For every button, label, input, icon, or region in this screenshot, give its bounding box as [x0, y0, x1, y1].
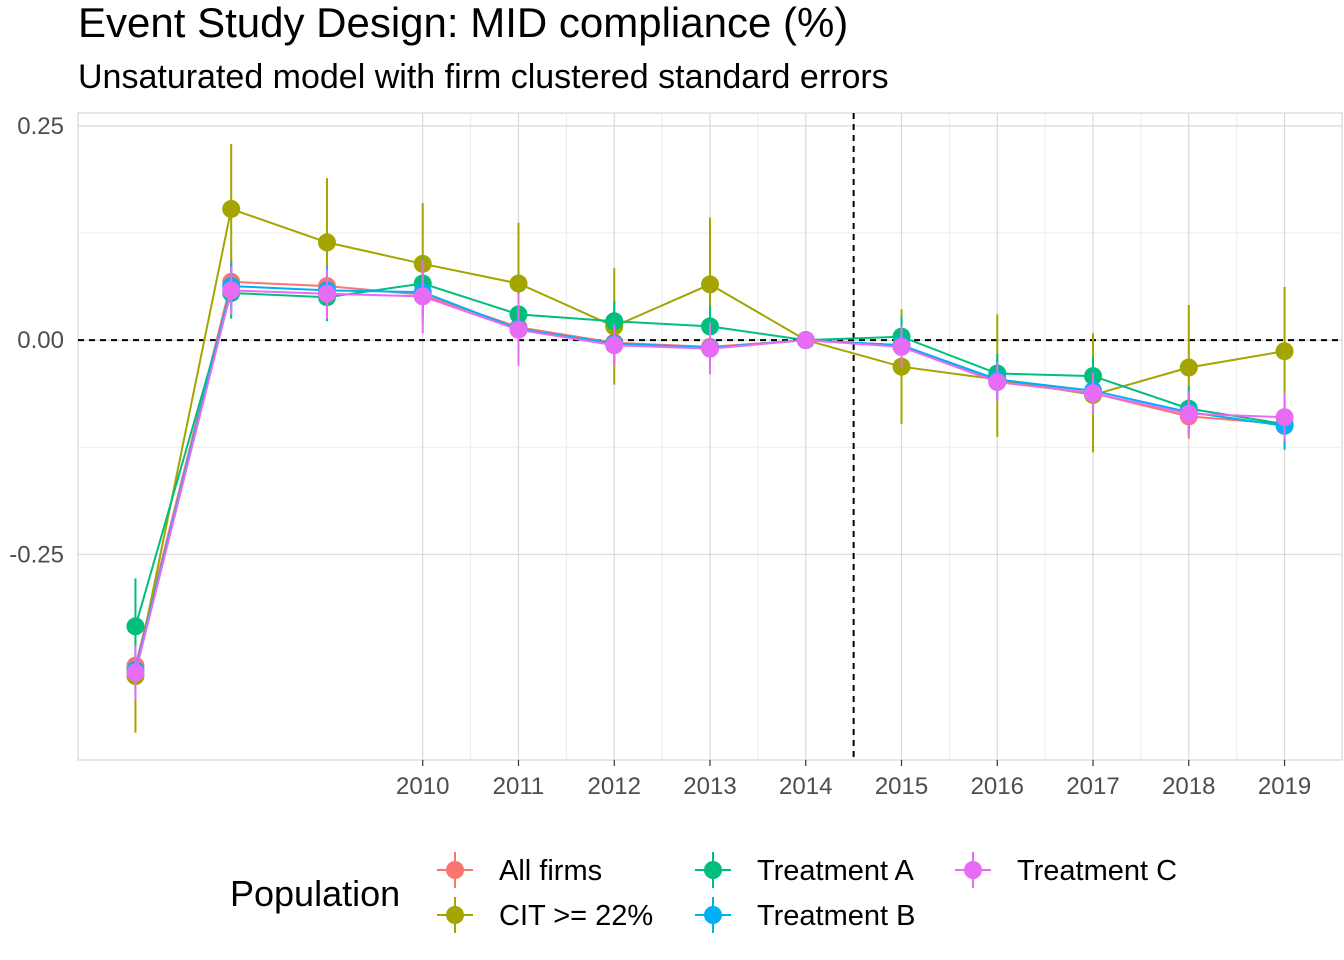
legend-key	[695, 852, 731, 888]
data-point	[892, 337, 911, 356]
chart-title: Event Study Design: MID compliance (%)	[78, 0, 849, 46]
data-point	[317, 284, 336, 303]
legend-title: Population	[230, 873, 400, 914]
data-point	[796, 331, 815, 350]
data-point	[1275, 342, 1294, 361]
x-tick-label: 2016	[971, 773, 1024, 800]
x-tick-label: 2012	[588, 773, 641, 800]
data-point	[605, 312, 624, 331]
x-tick-label: 2015	[875, 773, 928, 800]
x-tick-label: 2018	[1162, 773, 1215, 800]
data-point	[126, 617, 145, 636]
data-point	[605, 336, 624, 355]
series-layer	[126, 143, 1294, 733]
chart-subtitle: Unsaturated model with firm clustered st…	[78, 58, 889, 96]
series-4	[126, 259, 1294, 701]
data-point	[1084, 384, 1103, 403]
data-point	[317, 233, 336, 252]
legend-key	[955, 852, 991, 888]
legend-label: Treatment B	[757, 900, 915, 932]
x-tick-label: 2010	[396, 773, 449, 800]
data-point	[509, 274, 528, 293]
data-point	[222, 281, 241, 300]
x-tick-label: 2011	[493, 773, 545, 800]
legend-key	[437, 897, 473, 933]
x-tick-label: 2014	[779, 773, 832, 800]
data-point	[988, 373, 1007, 392]
legend-key	[695, 897, 731, 933]
y-tick-label: 0.00	[17, 327, 64, 354]
grid-major	[78, 113, 1342, 760]
x-tick-label: 2013	[683, 773, 736, 800]
x-tick-label: 2017	[1066, 773, 1119, 800]
legend-label: All firms	[499, 855, 602, 887]
legend-key	[437, 852, 473, 888]
data-point	[413, 287, 432, 306]
data-point	[1275, 408, 1294, 427]
data-point	[126, 663, 145, 682]
y-tick-label: -0.25	[9, 541, 64, 568]
data-point	[509, 320, 528, 339]
data-point	[1179, 358, 1198, 377]
data-point	[701, 275, 719, 294]
legend-label: Treatment A	[757, 855, 915, 887]
x-tick-label: 2019	[1258, 773, 1311, 800]
legend-label: CIT >= 22%	[499, 900, 653, 932]
x-axis: 2010 2011 2012 2013 2014 2015 2016 2017 2018 2019	[396, 760, 1311, 800]
data-point	[701, 339, 719, 358]
y-axis: 0.25 0.00 -0.25	[9, 113, 64, 568]
legend-label: Treatment C	[1017, 855, 1177, 887]
data-point	[222, 199, 241, 218]
y-tick-label: 0.25	[17, 113, 64, 140]
legend: Population All firms CIT >= 22% Treatment A…	[230, 852, 1177, 933]
data-point	[1179, 404, 1198, 423]
